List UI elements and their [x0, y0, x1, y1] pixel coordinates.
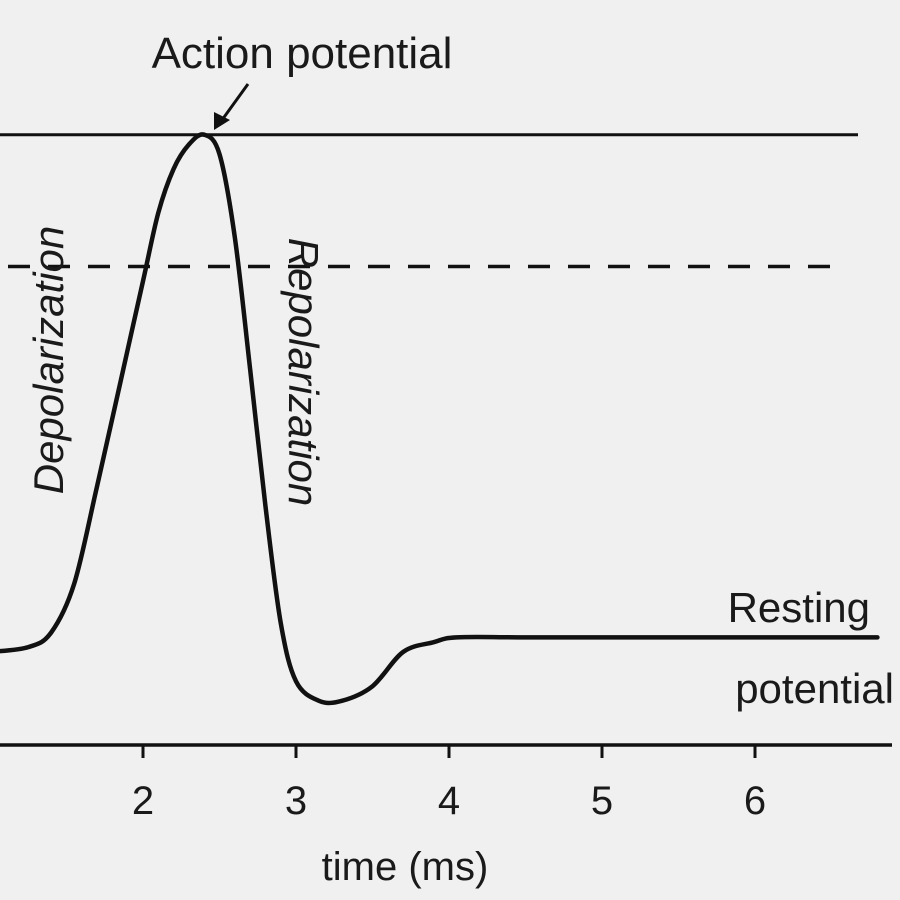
repolarization-label: Repolarization — [280, 238, 327, 507]
potential-label: potential — [735, 665, 894, 712]
x-tick-label: 4 — [438, 779, 460, 823]
x-axis-label: time (ms) — [322, 845, 489, 889]
x-tick-label: 6 — [744, 779, 766, 823]
action-potential-label: Action potential — [152, 29, 453, 78]
x-tick-label: 2 — [132, 779, 154, 823]
x-tick-label: 1 — [0, 779, 1, 823]
resting-label: Resting — [728, 584, 870, 631]
depolarization-label: Depolarization — [25, 226, 72, 495]
peak-arrow — [214, 83, 250, 130]
membrane-potential-curve — [0, 132, 880, 706]
x-tick-label: 5 — [591, 779, 613, 823]
x-axis-ticks: 1 2 3 4 5 6 — [0, 745, 766, 823]
reference-lines — [0, 133, 858, 269]
x-tick-label: 3 — [285, 779, 307, 823]
